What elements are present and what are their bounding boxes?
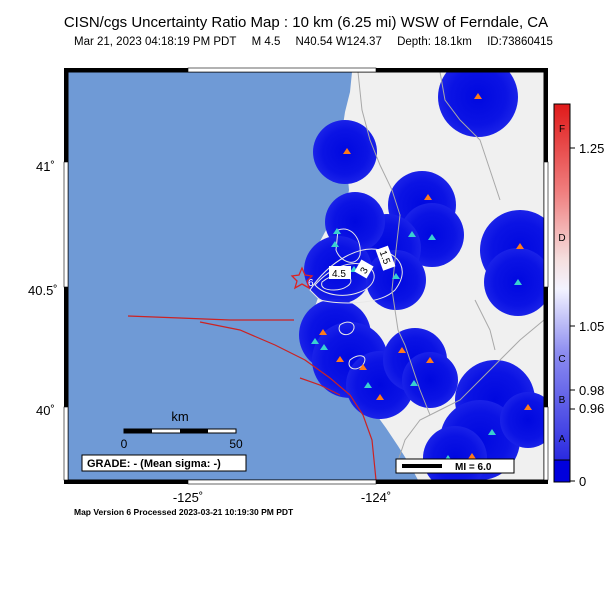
event-info: Mar 21, 2023 04:18:19 PM PDT M 4.5 N40.5… — [74, 36, 565, 48]
colorbar-tick-label: 0 — [579, 474, 586, 489]
grade-box: GRADE: - (Mean sigma: -) — [81, 454, 247, 472]
road-lines — [357, 72, 544, 471]
epicenter-star-icon — [290, 266, 314, 290]
colorbar-tick-label: 1.05 — [579, 319, 604, 334]
contour-labels: 6 4.5 3 1.5 — [308, 245, 396, 289]
svg-text:-124˚: -124˚ — [361, 490, 391, 505]
svg-text:40.5˚: 40.5˚ — [28, 283, 58, 298]
svg-text:GRADE: - (Mean sigma: -): GRADE: - (Mean sigma: -) — [87, 458, 221, 470]
scale-bar: km 0 50 — [121, 409, 243, 451]
svg-text:41˚: 41˚ — [36, 159, 55, 174]
svg-text:A: A — [559, 434, 566, 445]
svg-text:40˚: 40˚ — [36, 403, 55, 418]
map-frame — [63, 67, 549, 485]
map-title: CISN/cgs Uncertainty Ratio Map : 10 km (… — [63, 14, 549, 31]
svg-text:0: 0 — [121, 437, 128, 451]
map-canvas: 6 4.5 3 1.5 km 0 50 GRADE: - (Mean sigma… — [68, 72, 544, 480]
svg-text:4.5: 4.5 — [332, 269, 346, 280]
event-magnitude: M 4.5 — [251, 36, 281, 48]
svg-text:MI = 6.0: MI = 6.0 — [455, 462, 492, 473]
mi-legend: MI = 6.0 — [395, 458, 515, 474]
svg-text:-125˚: -125˚ — [173, 490, 203, 505]
colorbar: F D C B A 1.25 1.05 0.98 0.96 0 — [553, 103, 604, 489]
colorbar-tick-label: 0.96 — [579, 401, 604, 416]
svg-text:1.5: 1.5 — [377, 249, 392, 266]
svg-text:km: km — [171, 409, 188, 424]
axis-labels: 41˚ 40.5˚ 40˚ -125˚ -124˚ — [28, 159, 391, 505]
svg-text:F: F — [559, 124, 565, 135]
event-id: ID:73860415 — [487, 36, 553, 48]
svg-text:3: 3 — [359, 265, 372, 276]
svg-text:B: B — [559, 395, 566, 406]
svg-text:C: C — [558, 354, 565, 365]
event-depth: Depth: 18.1km — [397, 36, 472, 48]
colorbar-tick-label: 0.98 — [579, 383, 604, 398]
fault-lines — [127, 315, 377, 480]
colorbar-tick-label: 1.25 — [579, 141, 604, 156]
svg-text:D: D — [558, 233, 565, 244]
map-version-footer: Map Version 6 Processed 2023-03-21 10:19… — [74, 507, 294, 517]
event-date: Mar 21, 2023 04:18:19 PM PDT — [74, 36, 237, 48]
event-location: N40.54 W124.37 — [295, 36, 382, 48]
svg-text:50: 50 — [229, 437, 243, 451]
uncertainty-blobs — [299, 72, 544, 480]
svg-text:6: 6 — [308, 278, 314, 289]
